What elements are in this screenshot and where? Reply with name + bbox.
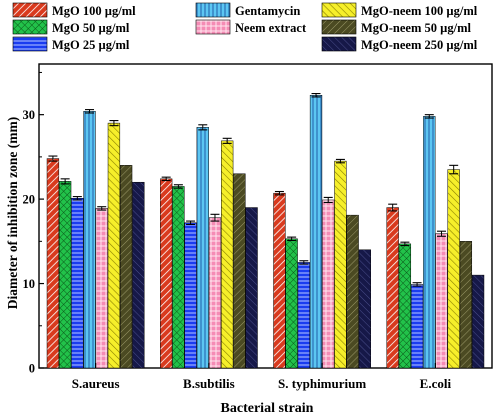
bar [132, 181, 145, 369]
plot-frame [38, 63, 493, 369]
bar [221, 140, 234, 369]
bar [309, 94, 323, 369]
bar [459, 241, 473, 369]
bar [71, 198, 84, 369]
bar [435, 233, 448, 369]
legend-swatch [12, 19, 48, 35]
legend: MgO 100 µg/ml MgO 50 µg/ml MgO 25 µg/ml Gen… [12, 2, 478, 52]
legend-label: MgO 100 µg/ml [52, 4, 136, 18]
bar [358, 249, 371, 369]
legend-swatch [12, 2, 48, 18]
legend-swatch [195, 19, 231, 35]
bar [334, 160, 347, 369]
legend-label: MgO 50 µg/ml [52, 21, 130, 35]
legend-label: MgO-neem 250 µg/ml [361, 38, 478, 52]
bar [184, 222, 197, 369]
legend-swatch [12, 36, 48, 52]
legend-swatch [321, 2, 357, 18]
y-tick-label: 0 [29, 362, 35, 376]
legend-swatch [195, 2, 231, 18]
bar [119, 165, 133, 369]
bar [423, 116, 436, 369]
bar [245, 207, 258, 369]
bar [233, 173, 246, 369]
bar [346, 214, 359, 369]
bar [322, 199, 335, 369]
bar [107, 122, 121, 369]
legend-label: MgO 25 µg/ml [52, 38, 130, 52]
x-tick-label: S.aureus [72, 376, 120, 391]
bar [273, 192, 286, 369]
bar [471, 274, 485, 369]
bar [386, 207, 399, 369]
bar [398, 243, 412, 369]
y-tick-label: 30 [23, 108, 36, 122]
legend-label: MgO-neem 100 µg/ml [361, 4, 478, 18]
x-tick-label: S. typhimurium [278, 376, 366, 391]
bar [410, 284, 424, 369]
y-tick-label: 10 [23, 277, 36, 291]
legend-label: MgO-neem 50 µg/ml [361, 21, 471, 35]
y-axis-label: Diameter of inhibition zone (mm) [5, 117, 20, 309]
legend-swatch [321, 19, 357, 35]
bar [58, 181, 72, 369]
bar [160, 178, 173, 369]
bar [285, 238, 298, 369]
legend-swatch [321, 36, 357, 52]
bar [297, 262, 310, 369]
x-tick-label: E.coli [420, 376, 452, 391]
error-bars [48, 93, 459, 287]
bar [46, 158, 60, 369]
bar [95, 208, 108, 369]
bar [196, 127, 209, 369]
bar [83, 111, 96, 369]
bar [208, 217, 222, 369]
legend-label: Gentamycin [235, 4, 300, 18]
bars [46, 94, 485, 369]
y-tick-label: 20 [23, 193, 36, 207]
x-axis-label: Bacterial strain [221, 401, 314, 416]
x-tick-label: B.subtilis [183, 376, 235, 391]
ticks: 0 10 20 30 S.aureus B.subtilis S. typhimurium E… [23, 71, 452, 391]
axes [38, 63, 493, 369]
bar [172, 186, 185, 369]
bar [447, 169, 460, 369]
legend-label: Neem extract [235, 21, 307, 35]
